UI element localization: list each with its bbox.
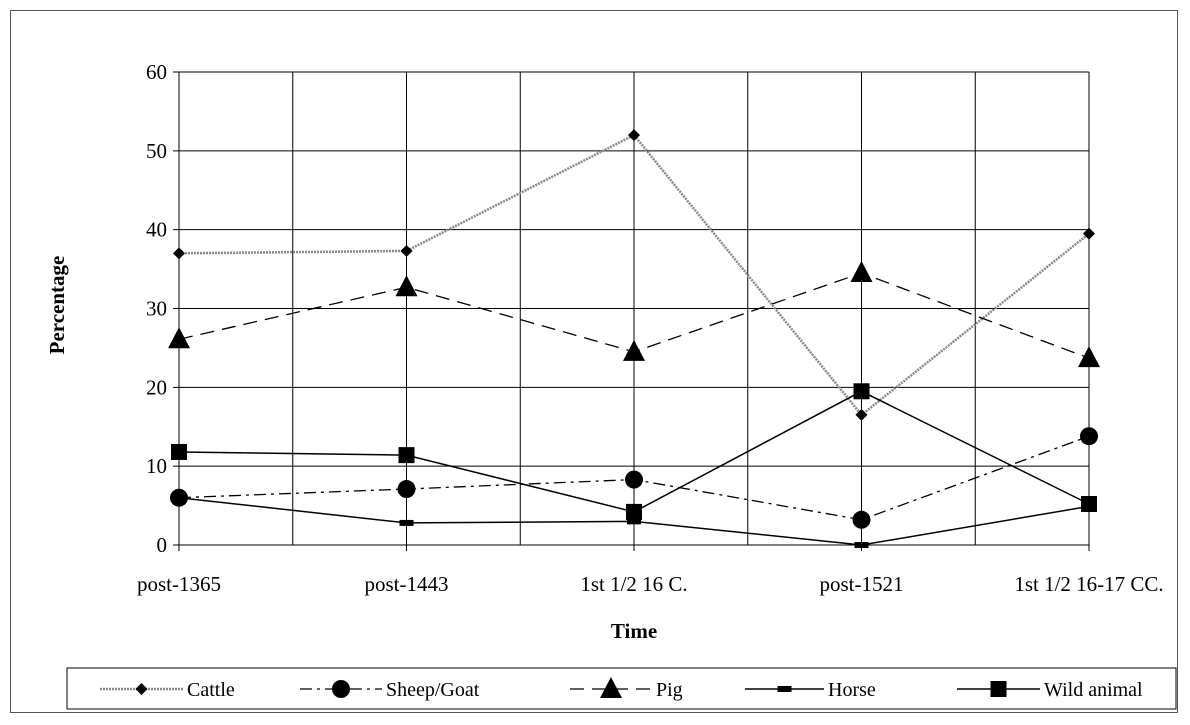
legend-label: Cattle: [187, 679, 235, 701]
x-tick-label: 1st 1/2 16 C.: [580, 572, 687, 596]
data-point: [1078, 346, 1100, 368]
grid-lines: [173, 71, 1090, 551]
legend-label: Horse: [828, 679, 876, 701]
y-tick-label: 20: [146, 375, 167, 399]
data-point: [397, 480, 416, 499]
legend-item: Sheep/Goat: [300, 679, 480, 701]
legend-item: Horse: [745, 679, 876, 701]
series-sheep-goat: [170, 427, 1098, 529]
legend-item: Cattle: [100, 679, 235, 701]
y-tick-label: 10: [146, 454, 167, 478]
data-point: [855, 408, 868, 421]
data-point: [623, 339, 645, 361]
y-tick-label: 60: [146, 60, 167, 84]
data-point: [852, 510, 871, 529]
data-point: [850, 261, 873, 283]
legend-marker: [990, 681, 1007, 697]
data-point: [625, 470, 643, 489]
data-point: [168, 327, 190, 349]
x-tick-label: post-1443: [365, 572, 449, 596]
y-tick-label: 50: [146, 139, 167, 163]
chart-frame: [10, 10, 1178, 713]
legend-item: Pig: [570, 677, 683, 701]
x-axis-title: Time: [611, 619, 657, 643]
series-wild-animal: [171, 383, 1097, 520]
legend-label: Sheep/Goat: [386, 679, 480, 701]
legend-marker: [332, 680, 350, 698]
legend-item: Wild animal: [957, 679, 1143, 701]
data-point: [398, 447, 415, 464]
data-point: [400, 244, 413, 257]
data-point: [1083, 227, 1095, 240]
y-tick-label: 30: [146, 297, 167, 321]
tick-labels: 0 10 20 30 40 50 60 post-1365 post-1443 1st 1/2 1…: [137, 60, 1164, 596]
data-point: [627, 518, 641, 525]
data-point: [172, 494, 186, 501]
data-point: [854, 542, 869, 548]
y-tick-label: 40: [146, 218, 167, 242]
data-point: [626, 503, 642, 520]
series-line: [178, 133, 1090, 417]
y-tick-label: 0: [157, 533, 168, 557]
data-point: [1081, 496, 1097, 513]
data-point: [171, 443, 187, 460]
series-cattle: [173, 129, 1095, 421]
x-tick-label: 1st 1/2 16-17 CC.: [1014, 572, 1163, 596]
data-point: [1080, 427, 1098, 446]
legend-label: Wild animal: [1044, 679, 1143, 701]
data-point: [853, 383, 870, 400]
y-axis-title: Percentage: [45, 256, 69, 355]
legend: Cattle Sheep/Goat Pig Horse Wild animal: [66, 667, 1177, 710]
legend-marker: [777, 686, 792, 692]
legend-marker: [600, 677, 622, 698]
series-pig: [168, 261, 1100, 368]
data-point: [395, 275, 418, 297]
series-group: [168, 129, 1100, 548]
legend-label: Pig: [656, 679, 683, 701]
data-point: [628, 129, 640, 142]
data-point: [399, 519, 414, 526]
legend-marker: [135, 683, 148, 695]
x-tick-label: post-1365: [137, 572, 221, 596]
data-point: [173, 247, 185, 260]
x-tick-label: post-1521: [820, 572, 904, 596]
